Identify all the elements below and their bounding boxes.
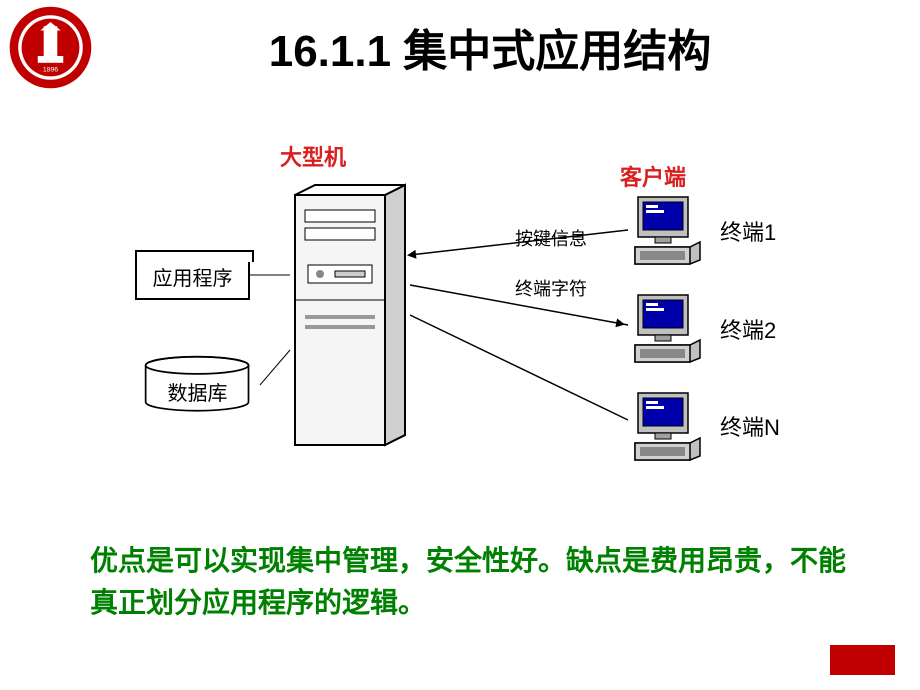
mainframe-icon <box>290 180 410 450</box>
application-box: 应用程序 <box>135 258 250 300</box>
application-label: 应用程序 <box>137 260 248 298</box>
terminal-1-label: 终端1 <box>720 215 776 247</box>
database-label: 数据库 <box>135 377 260 406</box>
university-logo: 1896 <box>8 5 93 90</box>
connection-label-2: 终端字符 <box>515 275 587 301</box>
client-label: 客户端 <box>620 160 686 192</box>
terminal-2-label: 终端2 <box>720 313 776 345</box>
terminal-n-label: 终端N <box>720 410 780 442</box>
architecture-diagram: 大型机 客户端 应用程序 数据库 <box>100 130 820 510</box>
svg-text:1896: 1896 <box>43 66 58 73</box>
summary-text: 优点是可以实现集中管理，安全性好。缺点是费用昂贵，不能真正划分应用程序的逻辑。 <box>90 540 850 624</box>
mainframe-label: 大型机 <box>280 140 346 172</box>
database-cylinder: 数据库 <box>135 355 260 415</box>
footer-bar <box>830 645 895 675</box>
connection-label-1: 按键信息 <box>515 225 587 251</box>
terminal-1-icon <box>630 192 705 267</box>
terminal-2-icon <box>630 290 705 365</box>
connection-lines <box>100 130 820 510</box>
page-title: 16.1.1 集中式应用结构 <box>140 15 840 79</box>
terminal-n-icon <box>630 388 705 463</box>
